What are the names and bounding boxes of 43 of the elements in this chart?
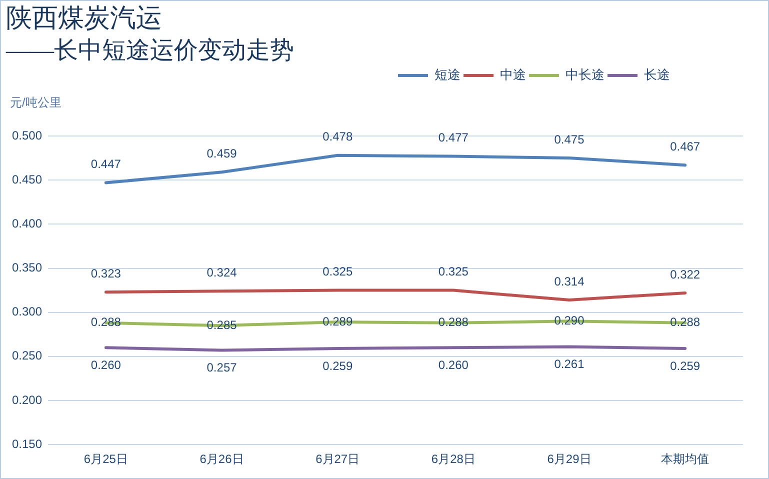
x-tick-label: 6月27日 xyxy=(316,452,360,466)
data-label: 0.324 xyxy=(206,265,238,280)
data-label: 0.261 xyxy=(554,357,585,372)
x-tick-label: 6月28日 xyxy=(431,452,476,466)
data-label: 0.477 xyxy=(438,130,469,145)
x-tick-label: 6月29日 xyxy=(547,452,592,466)
data-label: 0.314 xyxy=(554,274,585,288)
y-tick-label: 0.150 xyxy=(12,436,42,451)
data-label: 0.478 xyxy=(322,130,353,144)
x-tick-label: 本期均值 xyxy=(661,452,710,466)
data-label: 0.260 xyxy=(438,358,469,372)
data-label: 0.259 xyxy=(670,358,700,373)
x-tick-label: 6月25日 xyxy=(84,452,128,466)
y-axis-title: 元/吨公里 xyxy=(10,95,62,110)
data-label: 0.288 xyxy=(438,315,469,330)
data-label: 0.290 xyxy=(554,313,585,328)
data-label: 0.467 xyxy=(670,139,700,154)
legend-label: 中途 xyxy=(500,67,526,82)
data-label: 0.447 xyxy=(90,157,122,172)
chart-subtitle: ——长中短途运价变动走势 xyxy=(5,36,294,64)
y-tick-label: 0.450 xyxy=(12,172,42,186)
data-label: 0.288 xyxy=(90,315,122,330)
data-label: 0.475 xyxy=(554,132,585,146)
data-label: 0.288 xyxy=(670,315,700,330)
data-label: 0.257 xyxy=(206,360,238,375)
y-tick-label: 0.200 xyxy=(12,392,42,407)
x-tick-label: 6月26日 xyxy=(200,452,244,466)
data-label: 0.323 xyxy=(90,266,122,280)
data-label: 0.259 xyxy=(322,358,353,373)
legend-label: 长途 xyxy=(644,67,670,82)
data-label: 0.322 xyxy=(670,267,700,282)
data-label: 0.459 xyxy=(206,146,238,160)
data-label: 0.325 xyxy=(438,264,469,279)
y-tick-label: 0.350 xyxy=(12,260,42,275)
legend-label: 中长途 xyxy=(566,67,604,82)
y-tick-label: 0.300 xyxy=(12,304,42,319)
data-label: 0.260 xyxy=(90,358,122,372)
legend-label: 短途 xyxy=(434,67,460,82)
y-tick-label: 0.400 xyxy=(12,216,42,230)
chart-title: 陕西煤炭汽运 xyxy=(6,3,162,32)
y-tick-label: 0.500 xyxy=(12,128,42,142)
y-tick-label: 0.250 xyxy=(12,348,42,363)
data-label: 0.325 xyxy=(322,264,353,279)
